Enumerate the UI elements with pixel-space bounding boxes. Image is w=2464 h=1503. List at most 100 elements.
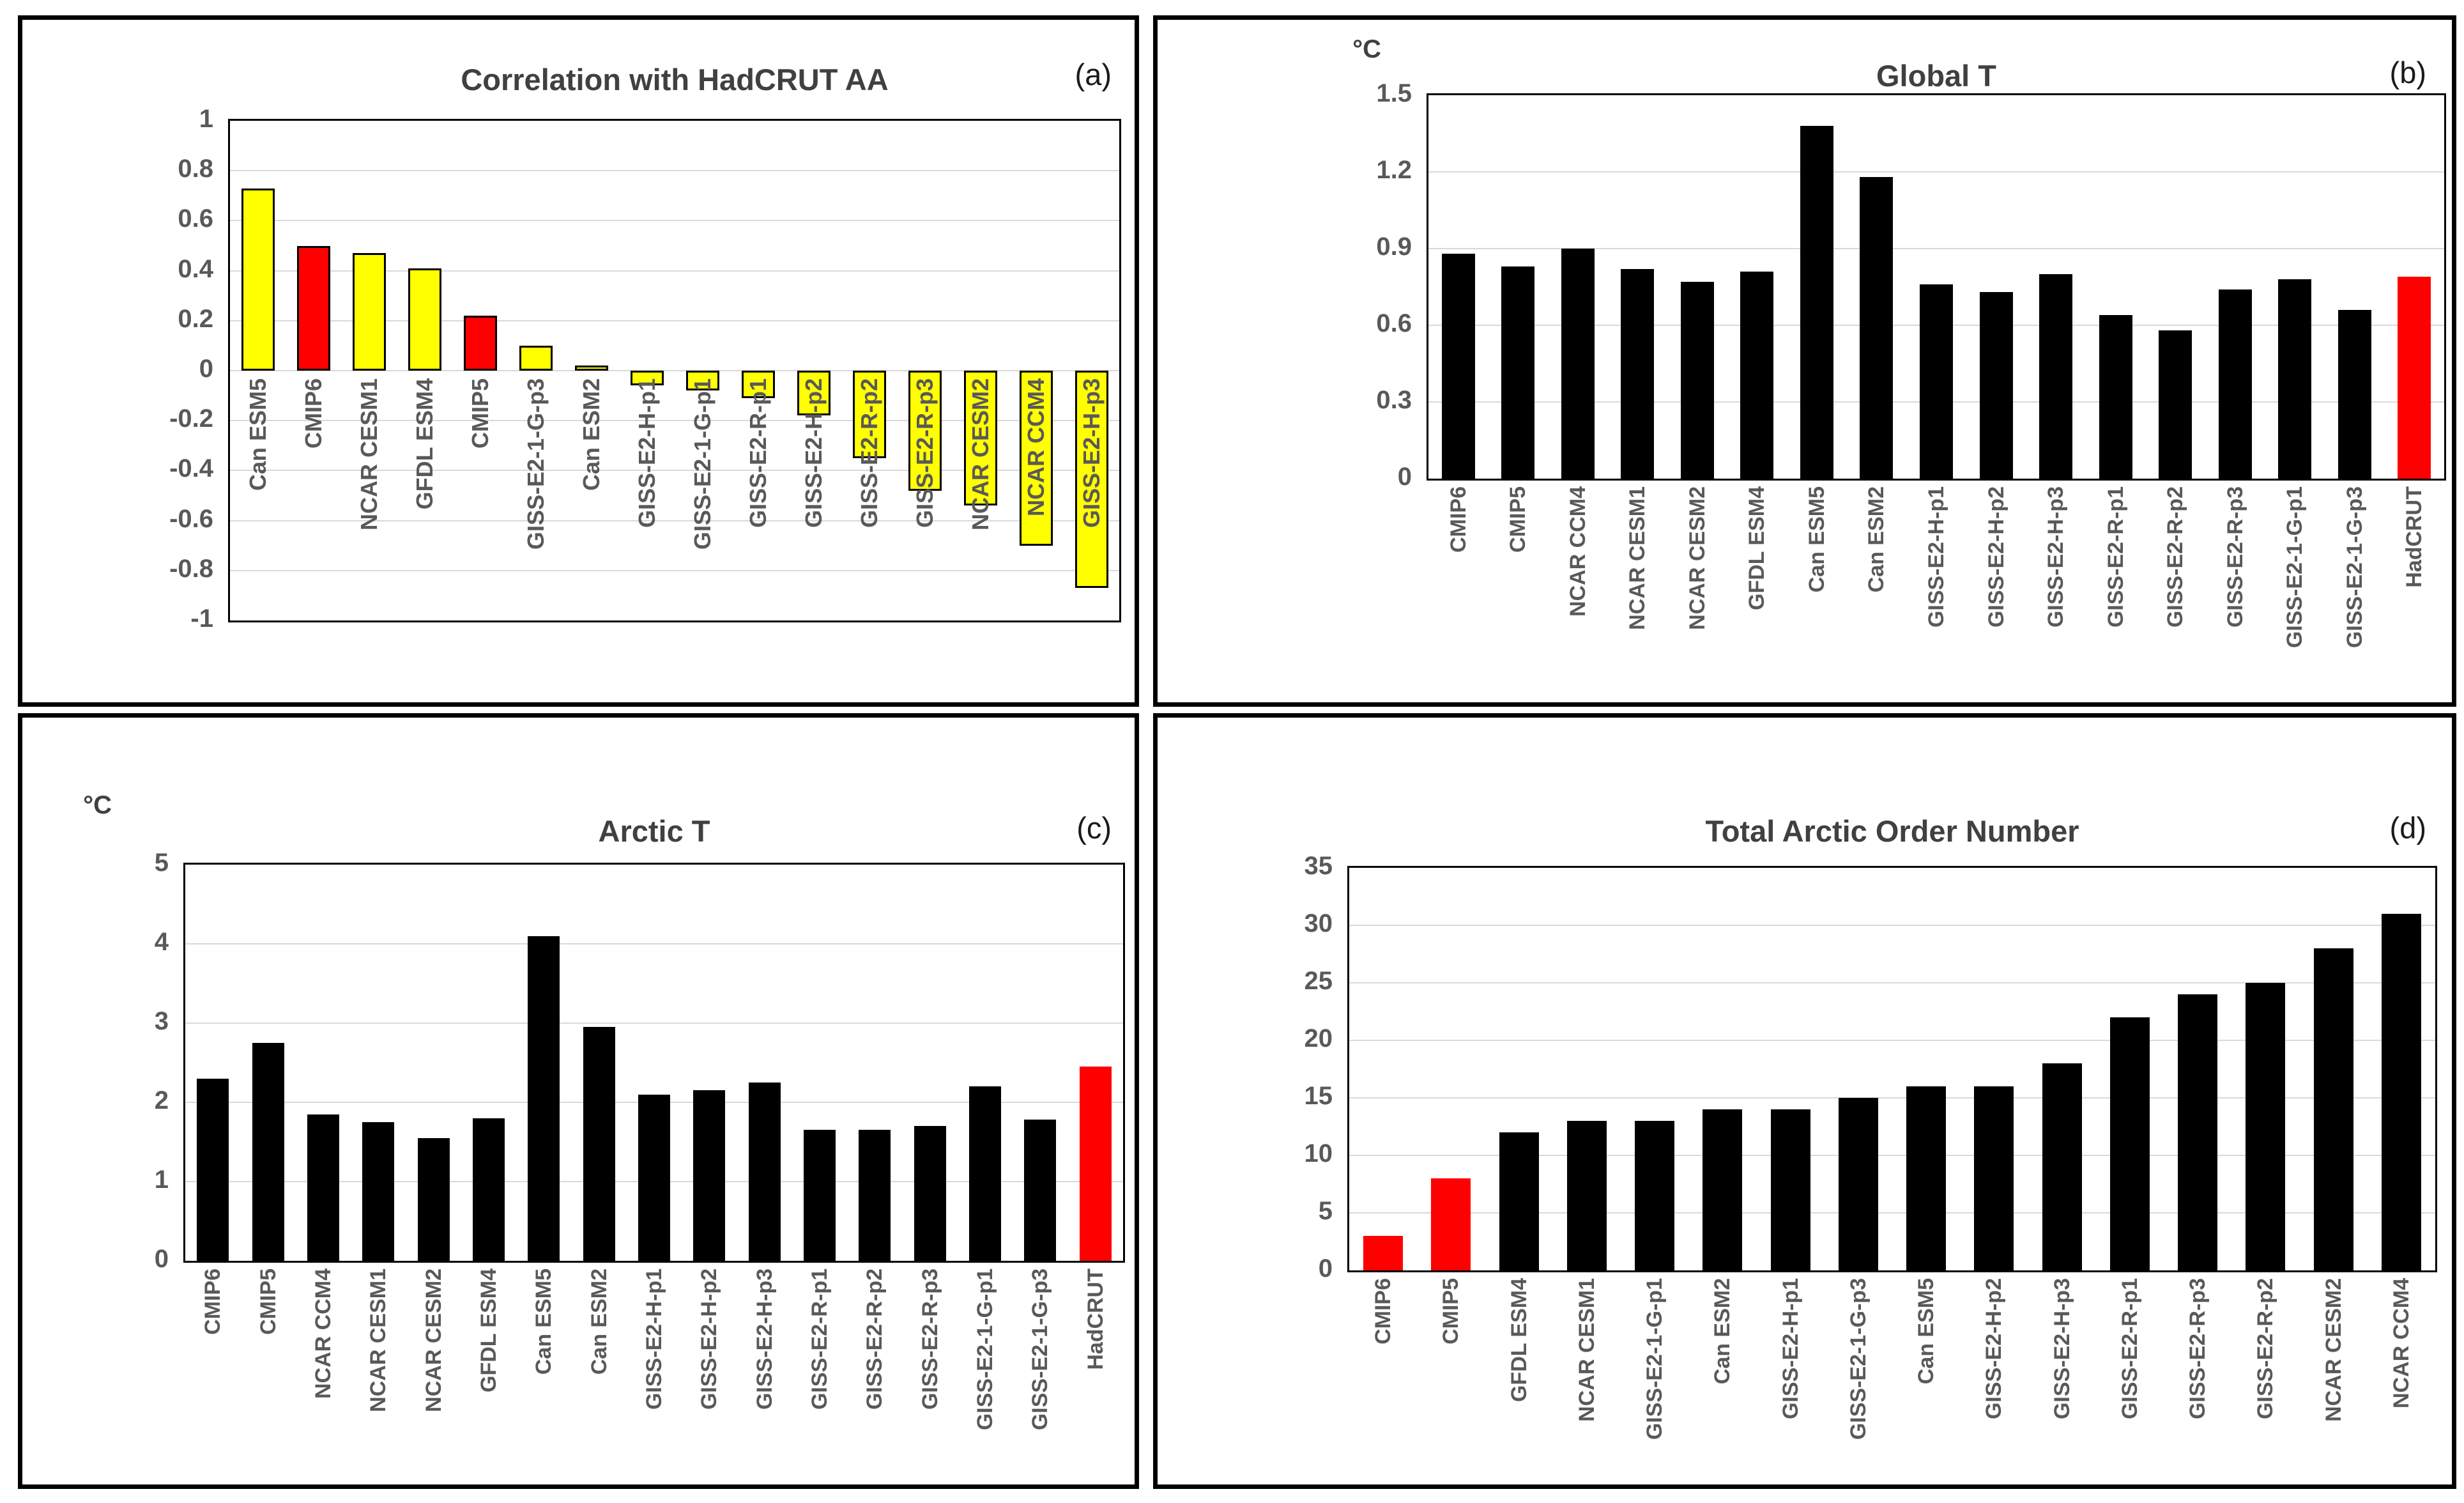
x-category-label: GISS-E2-R-p1: [807, 1268, 832, 1410]
y-tick-label: -1: [190, 605, 213, 633]
x-category-label: Can ESM2: [586, 1268, 611, 1375]
bar: [1800, 126, 1833, 479]
x-category-label: GISS-E2-H-p3: [752, 1268, 777, 1410]
bar: [408, 268, 441, 371]
bar: [1561, 249, 1595, 479]
x-category-label: GISS-E2-R-p3: [911, 378, 938, 528]
x-category-label: GISS-E2-H-p1: [633, 378, 660, 528]
bar: [1079, 1067, 1112, 1261]
bar: [307, 1114, 339, 1261]
gridline: [1349, 1097, 2435, 1098]
bar: [2039, 274, 2073, 479]
gridline: [1428, 248, 2444, 249]
bar: [1979, 292, 2013, 479]
bar: [2218, 289, 2252, 479]
y-tick-label: 4: [154, 928, 169, 956]
x-category-label: GISS-E2-R-p2: [2253, 1278, 2278, 1420]
x-category-label: GISS-E2-R-p3: [2185, 1278, 2210, 1420]
x-category-label: GISS-E2-H-p2: [800, 378, 827, 528]
bar: [519, 345, 553, 371]
x-category-label: NCAR CCM4: [310, 1268, 335, 1399]
gridline: [1349, 1040, 2435, 1041]
bar: [1770, 1109, 1810, 1270]
panel-correlation-hadcrut-aa: Correlation with HadCRUT AA (a) 1 0.8 0.6 0…: [18, 15, 1139, 707]
x-category-label: NCAR CESM1: [1625, 486, 1650, 630]
x-category-label: GFDL ESM4: [1745, 486, 1770, 610]
x-category-label: Can ESM2: [1710, 1278, 1735, 1385]
y-tick-label: 0.9: [1376, 233, 1412, 261]
y-tick-label: 25: [1304, 967, 1333, 995]
panel-global-t: Global T (b) °C 1.5 1.2 0.9 0.6 0.3 0 CMIP6 CMI…: [1153, 15, 2456, 707]
x-category-label: CMIP5: [256, 1268, 280, 1335]
x-category-label: NCAR CESM2: [421, 1268, 446, 1412]
y-tick-label: 35: [1304, 852, 1333, 880]
bar: [417, 1137, 450, 1261]
bar: [1740, 272, 1774, 479]
x-category-label: GFDL ESM4: [1506, 1278, 1531, 1402]
x-category-label: HadCRUT: [2402, 486, 2427, 588]
bar: [241, 188, 275, 371]
bar: [2109, 1017, 2150, 1270]
bar: [1680, 282, 1714, 479]
bar: [1431, 1178, 1471, 1270]
gridline: [230, 320, 1119, 321]
panel-tag: (b): [2389, 56, 2426, 89]
gridline: [1349, 925, 2435, 926]
y-tick-label: 0.8: [178, 155, 213, 183]
bar: [583, 1027, 615, 1261]
y-tick-label: 0.6: [178, 204, 213, 233]
x-category-label: Can ESM5: [1914, 1278, 1939, 1385]
bar: [741, 371, 775, 398]
bar: [693, 1090, 726, 1261]
bar: [362, 1122, 395, 1261]
x-category-label: CMIP6: [1446, 486, 1471, 553]
x-category-label: GISS-E2-R-p2: [862, 1268, 887, 1410]
bar: [352, 253, 386, 371]
x-category-label: HadCRUT: [1083, 1268, 1108, 1370]
x-category-label: GISS-E2-H-p3: [2049, 1278, 2074, 1420]
x-category-label: CMIP6: [300, 378, 326, 449]
y-tick-label: 1: [154, 1166, 169, 1194]
bar: [1075, 371, 1108, 589]
bar: [2278, 279, 2312, 479]
bar: [1024, 1120, 1057, 1261]
y-tick-label: 1.2: [1376, 156, 1412, 184]
bar: [908, 371, 942, 491]
y-tick-label: 0.2: [178, 304, 213, 333]
x-category-label: CMIP6: [1371, 1278, 1396, 1345]
bar: [252, 1043, 284, 1261]
bar: [2246, 983, 2286, 1270]
x-category-label: GISS-E2-1-G-p1: [2283, 486, 2307, 649]
x-category-label: GISS-E2-1-G-p3: [1846, 1278, 1871, 1440]
x-category-label: GISS-E2-R-p2: [2163, 486, 2188, 628]
bar: [797, 371, 830, 416]
bar: [1441, 254, 1475, 479]
x-category-label: GISS-E2-R-p1: [2103, 486, 2128, 628]
y-tick-label: -0.4: [169, 454, 213, 483]
bar: [1499, 1132, 1539, 1270]
x-category-label: Can ESM5: [244, 378, 271, 491]
x-category-label: GISS-E2-H-p1: [1924, 486, 1948, 628]
y-tick-label: 5: [1318, 1197, 1333, 1225]
gridline: [230, 470, 1119, 472]
bar: [528, 936, 560, 1261]
bar: [1635, 1121, 1675, 1270]
chart-title: Correlation with HadCRUT AA: [461, 63, 889, 96]
gridline: [230, 270, 1119, 272]
x-category-label: NCAR CESM2: [967, 378, 993, 531]
x-category-label: GISS-E2-R-p1: [744, 378, 771, 528]
y-tick-label: 2: [154, 1086, 169, 1114]
x-category-label: GISS-E2-1-G-p1: [1642, 1278, 1667, 1440]
x-category-label: Can ESM2: [1864, 486, 1889, 593]
y-axis-unit: °C: [83, 791, 112, 819]
gridline: [1349, 1212, 2435, 1214]
x-category-label: GFDL ESM4: [476, 1268, 501, 1392]
bar: [748, 1083, 781, 1261]
bar: [1703, 1109, 1743, 1270]
bar: [2178, 994, 2218, 1270]
y-tick-label: 3: [154, 1007, 169, 1035]
x-category-label: GISS-E2-1-G-p1: [973, 1268, 998, 1431]
bar: [2338, 310, 2371, 479]
bar: [969, 1086, 1002, 1261]
x-category-label: NCAR CCM4: [1565, 486, 1590, 617]
